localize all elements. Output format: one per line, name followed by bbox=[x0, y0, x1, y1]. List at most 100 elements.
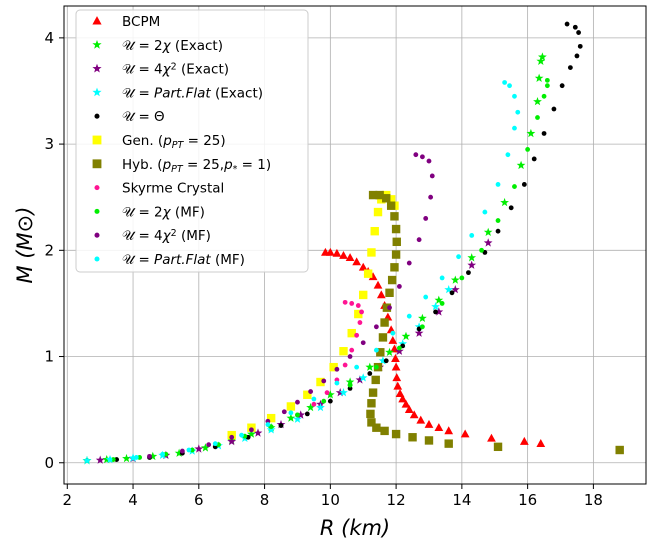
legend-text-segment: = 1) bbox=[237, 157, 271, 173]
star-point bbox=[201, 443, 210, 452]
legend-text-segment: p bbox=[162, 157, 172, 173]
star-point bbox=[534, 73, 544, 82]
dot-point bbox=[189, 447, 195, 453]
legend-swatch-9 bbox=[94, 232, 100, 238]
triangle-point bbox=[444, 426, 454, 435]
square-point bbox=[368, 190, 378, 200]
legend-text-segment: (MF) bbox=[177, 228, 211, 244]
legend-text-segment: = 25, bbox=[183, 157, 224, 173]
x-tick-label: 14 bbox=[452, 491, 471, 509]
star-point bbox=[378, 356, 388, 365]
dot-point bbox=[349, 301, 355, 306]
dot-point bbox=[574, 53, 580, 59]
y-tick-label: 4 bbox=[44, 29, 54, 47]
dot-point bbox=[429, 173, 435, 179]
triangle-point bbox=[391, 362, 401, 371]
dot-point bbox=[423, 216, 429, 221]
dot-point bbox=[186, 447, 192, 453]
legend-text-segment: p bbox=[223, 157, 233, 173]
legend-text-segment: 𝒰 = 4 bbox=[122, 228, 163, 244]
star-point bbox=[358, 373, 368, 382]
star-point bbox=[483, 238, 493, 247]
dot-point bbox=[357, 320, 363, 325]
legend-swatch-3 bbox=[92, 87, 102, 97]
dot-point bbox=[347, 382, 353, 388]
star-point bbox=[418, 313, 427, 322]
star-point bbox=[467, 253, 477, 262]
dot-point bbox=[107, 457, 113, 462]
dot-point bbox=[342, 362, 348, 368]
dot-point bbox=[373, 324, 379, 330]
legend-text-segment: PT bbox=[172, 140, 185, 151]
star-point bbox=[316, 402, 325, 412]
legend-text-segment: 𝒰 = bbox=[122, 85, 154, 101]
square-point bbox=[354, 309, 363, 319]
legend-swatch-1 bbox=[92, 40, 102, 49]
star-point bbox=[148, 451, 158, 461]
x-tick-label: 16 bbox=[518, 491, 537, 509]
square-point bbox=[444, 439, 453, 448]
dot-point bbox=[359, 309, 364, 315]
triangle-point bbox=[434, 423, 444, 432]
square-point bbox=[363, 269, 373, 278]
star-point bbox=[355, 375, 365, 384]
legend-text-segment: 2 bbox=[171, 228, 177, 239]
legend-text-segment: (Exact) bbox=[171, 38, 223, 54]
legend-entry-2: 𝒰 = 4χ2 (Exact) bbox=[122, 61, 229, 78]
legend-text-segment: χ bbox=[162, 204, 172, 220]
dot-point bbox=[308, 389, 314, 394]
triangle-point bbox=[395, 389, 405, 398]
star-point bbox=[174, 448, 184, 457]
triangle-point bbox=[401, 399, 411, 408]
triangle-point bbox=[332, 248, 342, 257]
dot-point bbox=[515, 109, 521, 115]
triangle-point bbox=[424, 419, 434, 428]
star-point bbox=[128, 453, 138, 462]
star-point bbox=[434, 295, 444, 304]
legend-text-segment: (Exact) bbox=[211, 85, 263, 101]
square-point bbox=[371, 375, 380, 385]
dot-point bbox=[342, 299, 348, 305]
dot-point bbox=[114, 457, 120, 462]
square-point bbox=[424, 436, 434, 445]
dot-point bbox=[413, 152, 419, 158]
dot-point bbox=[373, 347, 379, 353]
legend-text-segment: 2 bbox=[171, 61, 177, 72]
square-point bbox=[387, 275, 397, 285]
star-point bbox=[450, 285, 460, 294]
data-markers bbox=[82, 21, 624, 465]
triangle-point bbox=[392, 373, 402, 382]
star-point bbox=[326, 390, 335, 399]
dot-point bbox=[347, 354, 353, 359]
legend-entry-4: 𝒰 = Θ bbox=[122, 109, 165, 125]
star-point bbox=[444, 285, 454, 294]
star-point bbox=[365, 362, 375, 371]
legend-text-segment: Hyb. ( bbox=[122, 157, 163, 173]
legend-text-segment: χ bbox=[162, 62, 172, 78]
dot-point bbox=[439, 275, 445, 281]
square-point bbox=[375, 190, 384, 200]
square-point bbox=[392, 237, 401, 247]
triangle-point bbox=[391, 354, 400, 362]
dot-point bbox=[508, 205, 514, 211]
square-point bbox=[347, 328, 356, 338]
dot-point bbox=[479, 247, 484, 253]
legend-swatch-8 bbox=[94, 208, 100, 214]
dot-point bbox=[354, 364, 360, 370]
plot-frame bbox=[63, 5, 647, 485]
legend-text-segment: Part.Flat bbox=[154, 252, 211, 268]
square-point bbox=[380, 426, 389, 436]
dot-point bbox=[354, 332, 360, 338]
dot-point bbox=[396, 284, 402, 289]
dot-point bbox=[482, 209, 488, 215]
dot-point bbox=[212, 441, 218, 447]
dot-point bbox=[567, 65, 573, 71]
dot-point bbox=[295, 399, 300, 405]
star-point bbox=[398, 339, 408, 348]
star-point bbox=[538, 52, 547, 61]
square-point bbox=[391, 250, 401, 259]
triangle-point bbox=[460, 429, 470, 438]
dot-point bbox=[512, 93, 517, 99]
